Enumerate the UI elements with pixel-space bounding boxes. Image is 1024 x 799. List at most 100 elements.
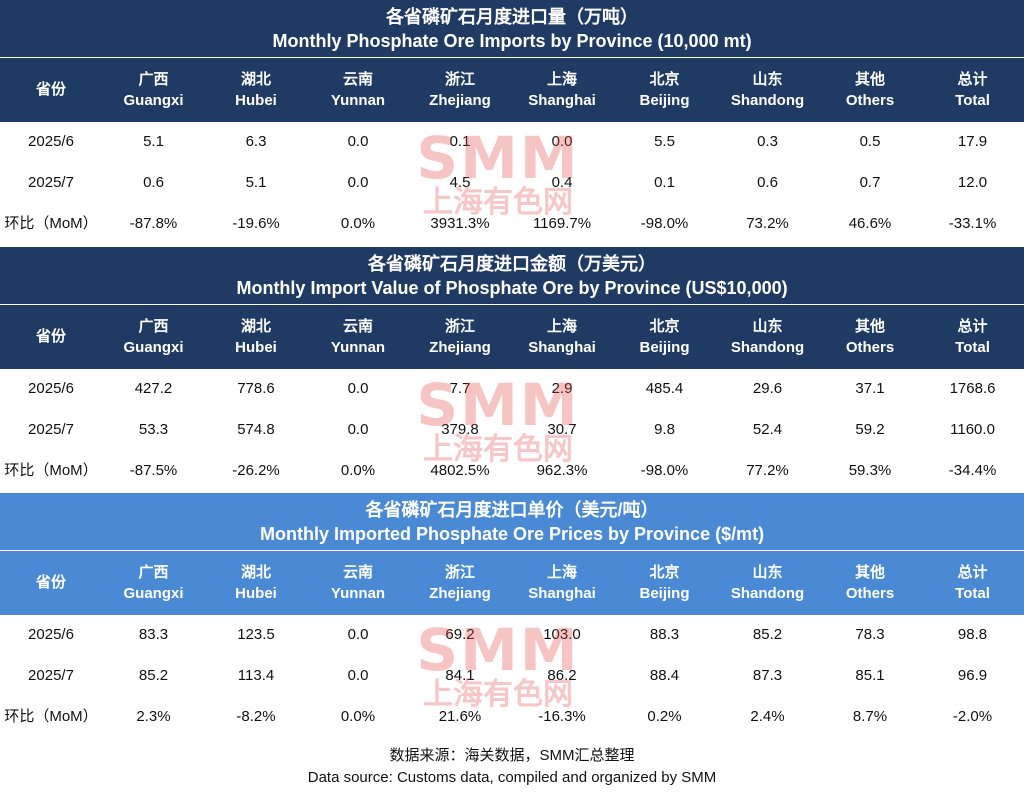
table-cell: -8.2% xyxy=(236,708,276,725)
table-cell: 88.4 xyxy=(649,667,680,684)
table-cell: 21.6% xyxy=(438,708,482,725)
column-header: 浙江 Zhejiang xyxy=(409,304,511,369)
table-cell: 0.2% xyxy=(647,708,682,725)
column-header: 北京 Beijing xyxy=(613,550,716,615)
row-label: 2025/7 xyxy=(28,421,74,438)
column-header: 上海 Shanghai xyxy=(511,57,613,122)
table-cell: 5.1 xyxy=(245,174,267,191)
row-label: 2025/6 xyxy=(28,380,74,397)
column-header: 其他 Others xyxy=(819,57,921,122)
table-row: 环比（MoM） -87.8% -19.6% 0.0% 3931.3% 1169.… xyxy=(0,204,1024,245)
column-header: 广西 Guangxi xyxy=(102,550,205,615)
table-cell: -87.5% xyxy=(129,462,178,479)
table-row: 环比（MoM） 2.3% -8.2% 0.0% 21.6% -16.3% 0.2… xyxy=(0,697,1024,738)
column-header: 湖北 Hubei xyxy=(205,304,307,369)
table-cell: 9.8 xyxy=(654,421,675,438)
row-label: 2025/7 xyxy=(28,174,74,191)
table-title: 各省磷矿石月度进口金额（万美元） Monthly Import Value of… xyxy=(0,247,1024,305)
table-title-en: Monthly Phosphate Ore Imports by Provinc… xyxy=(272,31,752,51)
column-header: 省份 xyxy=(0,550,102,615)
import-value-table: 各省磷矿石月度进口金额（万美元） Monthly Import Value of… xyxy=(0,247,1024,492)
table-cell: 46.6% xyxy=(848,215,892,232)
table-cell: 29.6 xyxy=(752,380,783,397)
table-cell: 574.8 xyxy=(237,421,275,438)
column-header: 湖北 Hubei xyxy=(205,57,307,122)
table-cell: 78.3 xyxy=(855,626,885,643)
table-cell: 0.0% xyxy=(340,462,376,479)
column-header: 北京 Beijing xyxy=(613,57,716,122)
table-row: 2025/7 0.6 5.1 0.0 4.5 0.4 0.1 0.6 0.7 1… xyxy=(0,163,1024,204)
column-header: 北京 Beijing xyxy=(613,304,716,369)
table-cell: 86.2 xyxy=(547,667,577,684)
table-cell: 4802.5% xyxy=(430,462,490,479)
table-cell: 8.7% xyxy=(852,708,888,725)
table-cell: 379.8 xyxy=(441,421,479,438)
table-cell: 85.1 xyxy=(855,667,885,684)
table-row: 2025/6 83.3 123.5 0.0 69.2 103.0 88.3 85… xyxy=(0,615,1024,656)
table-cell: 0.7 xyxy=(859,174,881,191)
table-title-en: Monthly Import Value of Phosphate Ore by… xyxy=(236,278,788,298)
table-cell: 0.0% xyxy=(340,215,376,232)
table-cell: -33.1% xyxy=(948,215,997,232)
table-cell: -87.8% xyxy=(129,215,178,232)
table-cell: -19.6% xyxy=(232,215,280,232)
table-cell: 2.4% xyxy=(750,708,785,725)
column-header: 总计 Total xyxy=(921,304,1024,369)
table-cell: -2.0% xyxy=(952,708,993,725)
table-cell: 113.4 xyxy=(237,667,275,684)
table-cell: 1160.0 xyxy=(950,421,995,438)
table-cell: 0.0 xyxy=(347,667,369,684)
table-row: 环比（MoM） -87.5% -26.2% 0.0% 4802.5% 962.3… xyxy=(0,451,1024,492)
column-header: 云南 Yunnan xyxy=(307,304,409,369)
table-cell: -98.0% xyxy=(640,215,689,232)
table-cell: 0.1 xyxy=(654,174,675,191)
import-price-table: 各省磷矿石月度进口单价（美元/吨） Monthly Imported Phosp… xyxy=(0,493,1024,738)
column-header: 其他 Others xyxy=(819,304,921,369)
table-cell: 73.2% xyxy=(746,215,789,232)
column-header: 上海 Shanghai xyxy=(511,304,613,369)
table-cell: 3931.3% xyxy=(430,215,490,232)
column-header: 广西 Guangxi xyxy=(102,304,205,369)
table-title-en: Monthly Imported Phosphate Ore Prices by… xyxy=(259,524,765,544)
row-label: 2025/6 xyxy=(28,133,74,150)
table-cell: 778.6 xyxy=(237,380,275,397)
row-label: 2025/7 xyxy=(28,667,74,684)
table-cell: 52.4 xyxy=(752,421,783,438)
table-cell: 2.9 xyxy=(551,380,573,397)
table-cell: -98.0% xyxy=(640,462,689,479)
table-cell: 5.5 xyxy=(654,133,675,150)
column-header: 山东 Shandong xyxy=(716,304,819,369)
table-row: 2025/6 5.1 6.3 0.0 0.1 0.0 5.5 0.3 0.5 1… xyxy=(0,122,1024,163)
table-cell: -16.3% xyxy=(538,708,586,725)
column-header: 其他 Others xyxy=(819,550,921,615)
column-header: 湖北 Hubei xyxy=(205,550,307,615)
table-cell: 59.3% xyxy=(848,462,892,479)
table-cell: 85.2 xyxy=(138,667,169,684)
column-header: 省份 xyxy=(0,304,102,369)
table-cell: 69.2 xyxy=(445,626,475,643)
table-cell: 17.9 xyxy=(957,133,988,150)
column-header: 省份 xyxy=(0,57,102,122)
table-title: 各省磷矿石月度进口单价（美元/吨） Monthly Imported Phosp… xyxy=(0,493,1024,551)
table-cell: 0.4 xyxy=(551,174,573,191)
data-source-en: Data source: Customs data, compiled and … xyxy=(307,769,717,786)
table-cell: 88.3 xyxy=(649,626,680,643)
table-cell: 0.0 xyxy=(347,626,369,643)
table-cell: 83.3 xyxy=(138,626,169,643)
table-title-cn: 各省磷矿石月度进口单价（美元/吨） xyxy=(365,500,659,520)
table-title-cn: 各省磷矿石月度进口量（万吨） xyxy=(386,7,639,27)
table-cell: 7.7 xyxy=(449,380,471,397)
table-cell: 0.6 xyxy=(757,174,778,191)
table-cell: 485.4 xyxy=(645,380,684,397)
column-header: 上海 Shanghai xyxy=(511,550,613,615)
column-header: 云南 Yunnan xyxy=(307,550,409,615)
table-cell: -26.2% xyxy=(232,462,280,479)
table-title: 各省磷矿石月度进口量（万吨） Monthly Phosphate Ore Imp… xyxy=(0,0,1024,58)
table-cell: 123.5 xyxy=(237,626,275,643)
table-row: 2025/6 427.2 778.6 0.0 7.7 2.9 485.4 29.… xyxy=(0,369,1024,410)
table-cell: 6.3 xyxy=(245,133,267,150)
table-cell: 0.0 xyxy=(347,380,369,397)
table-cell: 0.0 xyxy=(347,133,369,150)
table-cell: 4.5 xyxy=(449,174,471,191)
table-cell: 84.1 xyxy=(445,667,475,684)
